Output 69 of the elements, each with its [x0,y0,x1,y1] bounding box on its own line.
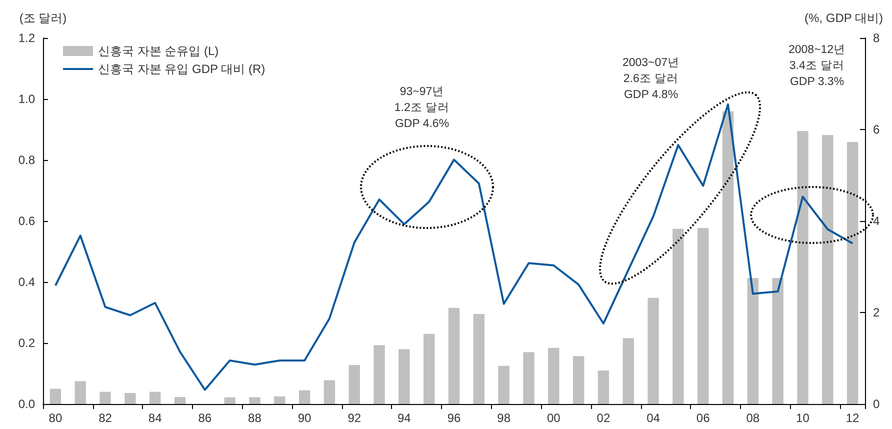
bar [523,352,534,404]
y-axis-title: (조 달러) [19,11,67,25]
bar [423,334,435,404]
bar [74,381,86,404]
x-tick-label: 94 [398,411,412,425]
y2-tick-label: 4 [873,214,880,228]
bar [298,390,310,404]
x-tick-label: 10 [796,411,810,425]
y-tick-label: 0.2 [18,336,36,350]
bar [100,392,111,404]
bar [697,228,709,404]
bar [274,396,286,404]
x-tick-label: 86 [198,411,212,425]
x-tick-label: 96 [447,411,461,425]
bar [224,397,236,404]
bar [50,388,62,404]
bar [772,278,784,404]
x-tick-label: 90 [298,411,312,425]
y2-axis-title: (%, GDP 대비) [804,11,883,25]
bar [797,131,808,404]
x-tick-label: 04 [646,411,660,425]
y2-tick-label: 8 [873,31,880,45]
bar [374,345,385,404]
bar [622,338,634,404]
bar [324,380,336,404]
x-tick-label: 84 [148,411,162,425]
legend-label: 신흥국 자본 순유입 (L) [98,44,219,58]
x-tick-label: 82 [98,411,112,425]
y2-tick-label: 0 [873,397,880,411]
bar [149,392,161,404]
bar [747,278,759,404]
annotation: 2003~07년 2.6조 달러 GDP 4.8% [622,57,680,101]
y-tick-label: 0.6 [18,214,36,228]
x-tick-label: 80 [48,411,62,425]
annotation: 2008~12년 3.4조 달러 GDP 3.3% [788,44,846,88]
bar [473,314,485,404]
bar [348,364,360,404]
x-tick-label: 12 [846,411,860,425]
x-tick-label: 92 [348,411,362,425]
x-tick-label: 02 [596,411,610,425]
bar [124,393,136,404]
y2-tick-label: 2 [873,306,880,320]
x-tick-label: 08 [746,411,760,425]
annotation: 93~97년 1.2조 달러 GDP 4.6% [394,86,450,130]
x-tick-label: 00 [546,411,561,425]
bar [648,298,659,404]
bar [598,370,610,404]
x-tick-label: 06 [696,411,710,425]
y2-tick-label: 6 [873,122,880,136]
y-tick-label: 0.4 [18,275,36,289]
y-tick-label: 0.0 [18,397,36,411]
line-series [54,103,854,391]
y-tick-label: 1.0 [18,92,36,106]
y-tick-label: 1.2 [18,31,36,45]
bar [672,228,684,404]
x-tick-label: 98 [497,411,511,425]
bar [822,134,834,404]
bar [572,356,584,404]
x-tick-label: 88 [248,411,262,425]
bar [846,142,858,404]
bar [448,308,460,404]
bar [548,348,560,404]
bar [498,366,510,404]
y-tick-label: 0.8 [18,153,36,167]
bar [398,349,410,404]
bar [174,396,186,404]
bar [722,111,734,404]
legend-label: 신흥국 자본 유입 GDP 대비 (R) [98,62,266,76]
bar [249,397,260,404]
